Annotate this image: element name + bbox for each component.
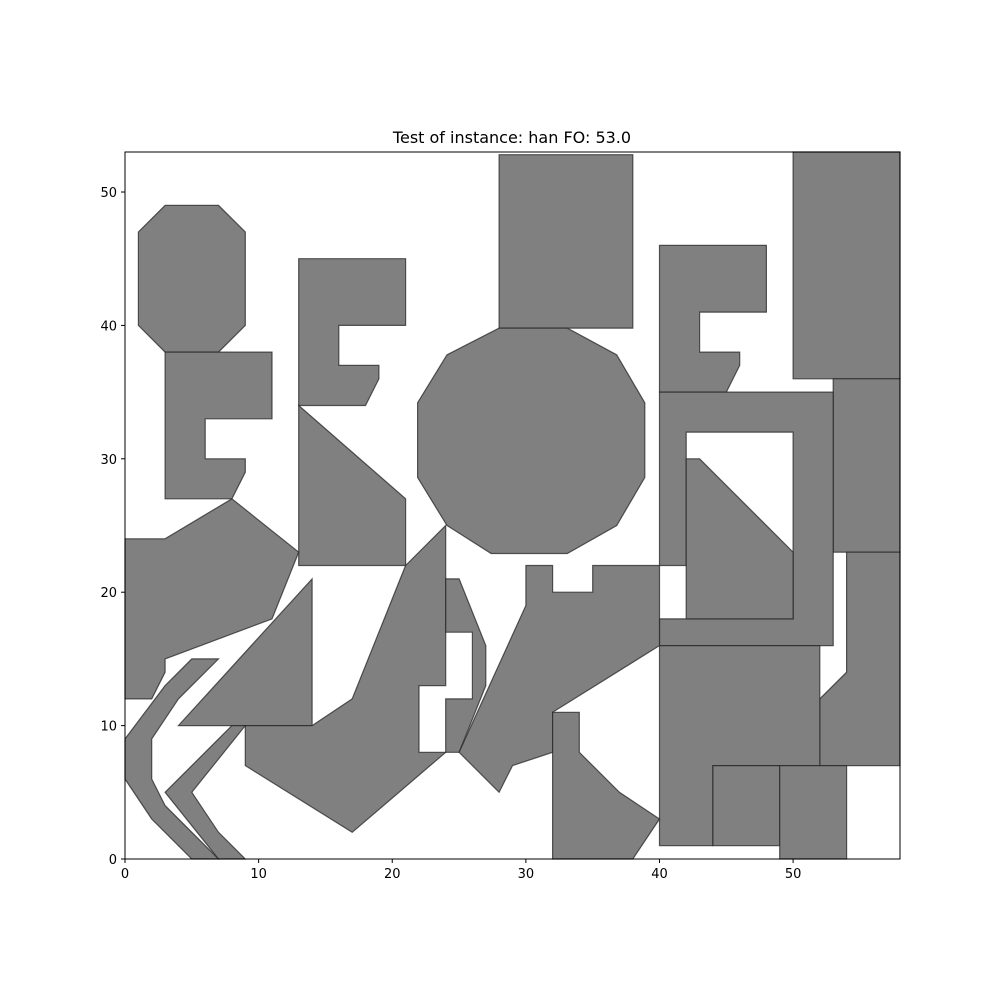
- y-tick-label-40: 40: [100, 319, 117, 334]
- piece-polygon-16: [779, 764, 848, 860]
- piece-polygon-20: [458, 564, 661, 794]
- piece-polygon-19: [445, 578, 487, 753]
- piece-polygon-21: [551, 711, 661, 860]
- y-tick-label-50: 50: [100, 186, 117, 201]
- y-axis-ticks: 0 10 20 30 40 50: [100, 186, 125, 868]
- piece-polygon-10: [832, 378, 901, 553]
- x-tick-label-40: 40: [651, 867, 668, 882]
- x-tick-label-30: 30: [518, 867, 535, 882]
- x-tick-label-0: 0: [121, 867, 129, 882]
- y-tick-label-20: 20: [100, 586, 117, 601]
- piece-polygon-15: [712, 764, 781, 847]
- piece-polygon-5: [124, 498, 300, 700]
- y-tick-label-10: 10: [100, 720, 117, 735]
- y-tick-label-30: 30: [100, 453, 117, 468]
- x-tick-label-10: 10: [250, 867, 267, 882]
- piece-polygon-4: [298, 404, 407, 567]
- plot-frame: [124, 151, 901, 860]
- piece-polygon-3: [298, 258, 407, 407]
- piece-polygon-6: [498, 154, 634, 329]
- y-tick-label-0: 0: [109, 853, 117, 868]
- piece-polygon-13: [685, 458, 794, 620]
- piece-polygon-9: [792, 151, 901, 380]
- piece-polygon-1: [137, 204, 246, 353]
- x-tick-label-20: 20: [384, 867, 401, 882]
- piece-polygon-18: [244, 524, 448, 834]
- x-tick-label-50: 50: [785, 867, 802, 882]
- piece-polygon-2: [164, 351, 273, 500]
- piece-polygon-23: [164, 724, 247, 860]
- pieces-layer: [124, 151, 901, 860]
- chart-title: Test of instance: han FO: 53.0: [392, 128, 631, 147]
- piece-polygon-7: [417, 327, 646, 555]
- piece-polygon-8: [658, 244, 768, 393]
- x-axis-ticks: 0 10 20 30 40 50: [121, 859, 802, 882]
